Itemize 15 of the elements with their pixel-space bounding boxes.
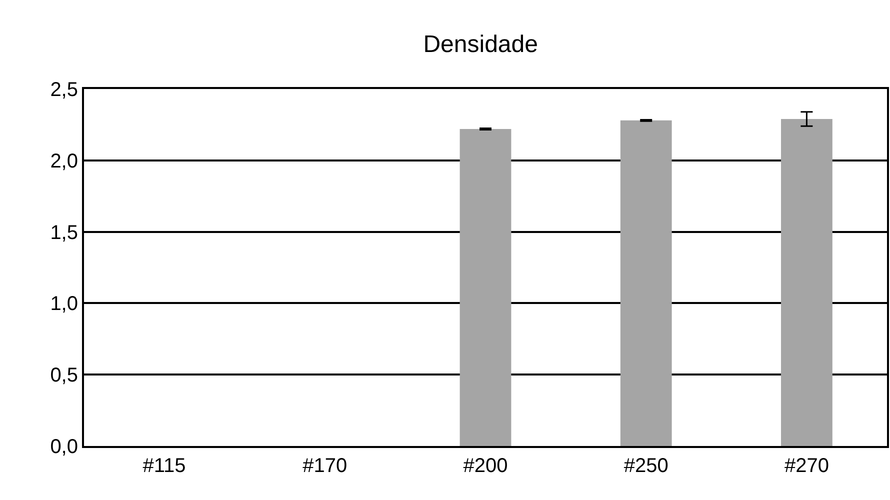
bar <box>620 120 672 446</box>
x-tick-label: #115 <box>142 455 186 477</box>
x-tick-label: #200 <box>463 455 508 477</box>
y-tick-label: 2,0 <box>50 150 78 172</box>
x-tick-label: #270 <box>784 455 829 477</box>
bar <box>781 118 832 446</box>
y-tick-label: 0,5 <box>50 364 78 387</box>
y-tick-label: 1,5 <box>50 222 78 244</box>
x-tick-label: #170 <box>302 455 348 477</box>
chart-title: Densidade <box>423 30 538 58</box>
y-tick-label: 2,5 <box>50 79 78 101</box>
x-tick-label: #250 <box>624 455 668 477</box>
y-tick-label: 0,0 <box>50 436 78 458</box>
bar <box>460 128 512 446</box>
y-tick-label: 1,0 <box>50 293 78 316</box>
